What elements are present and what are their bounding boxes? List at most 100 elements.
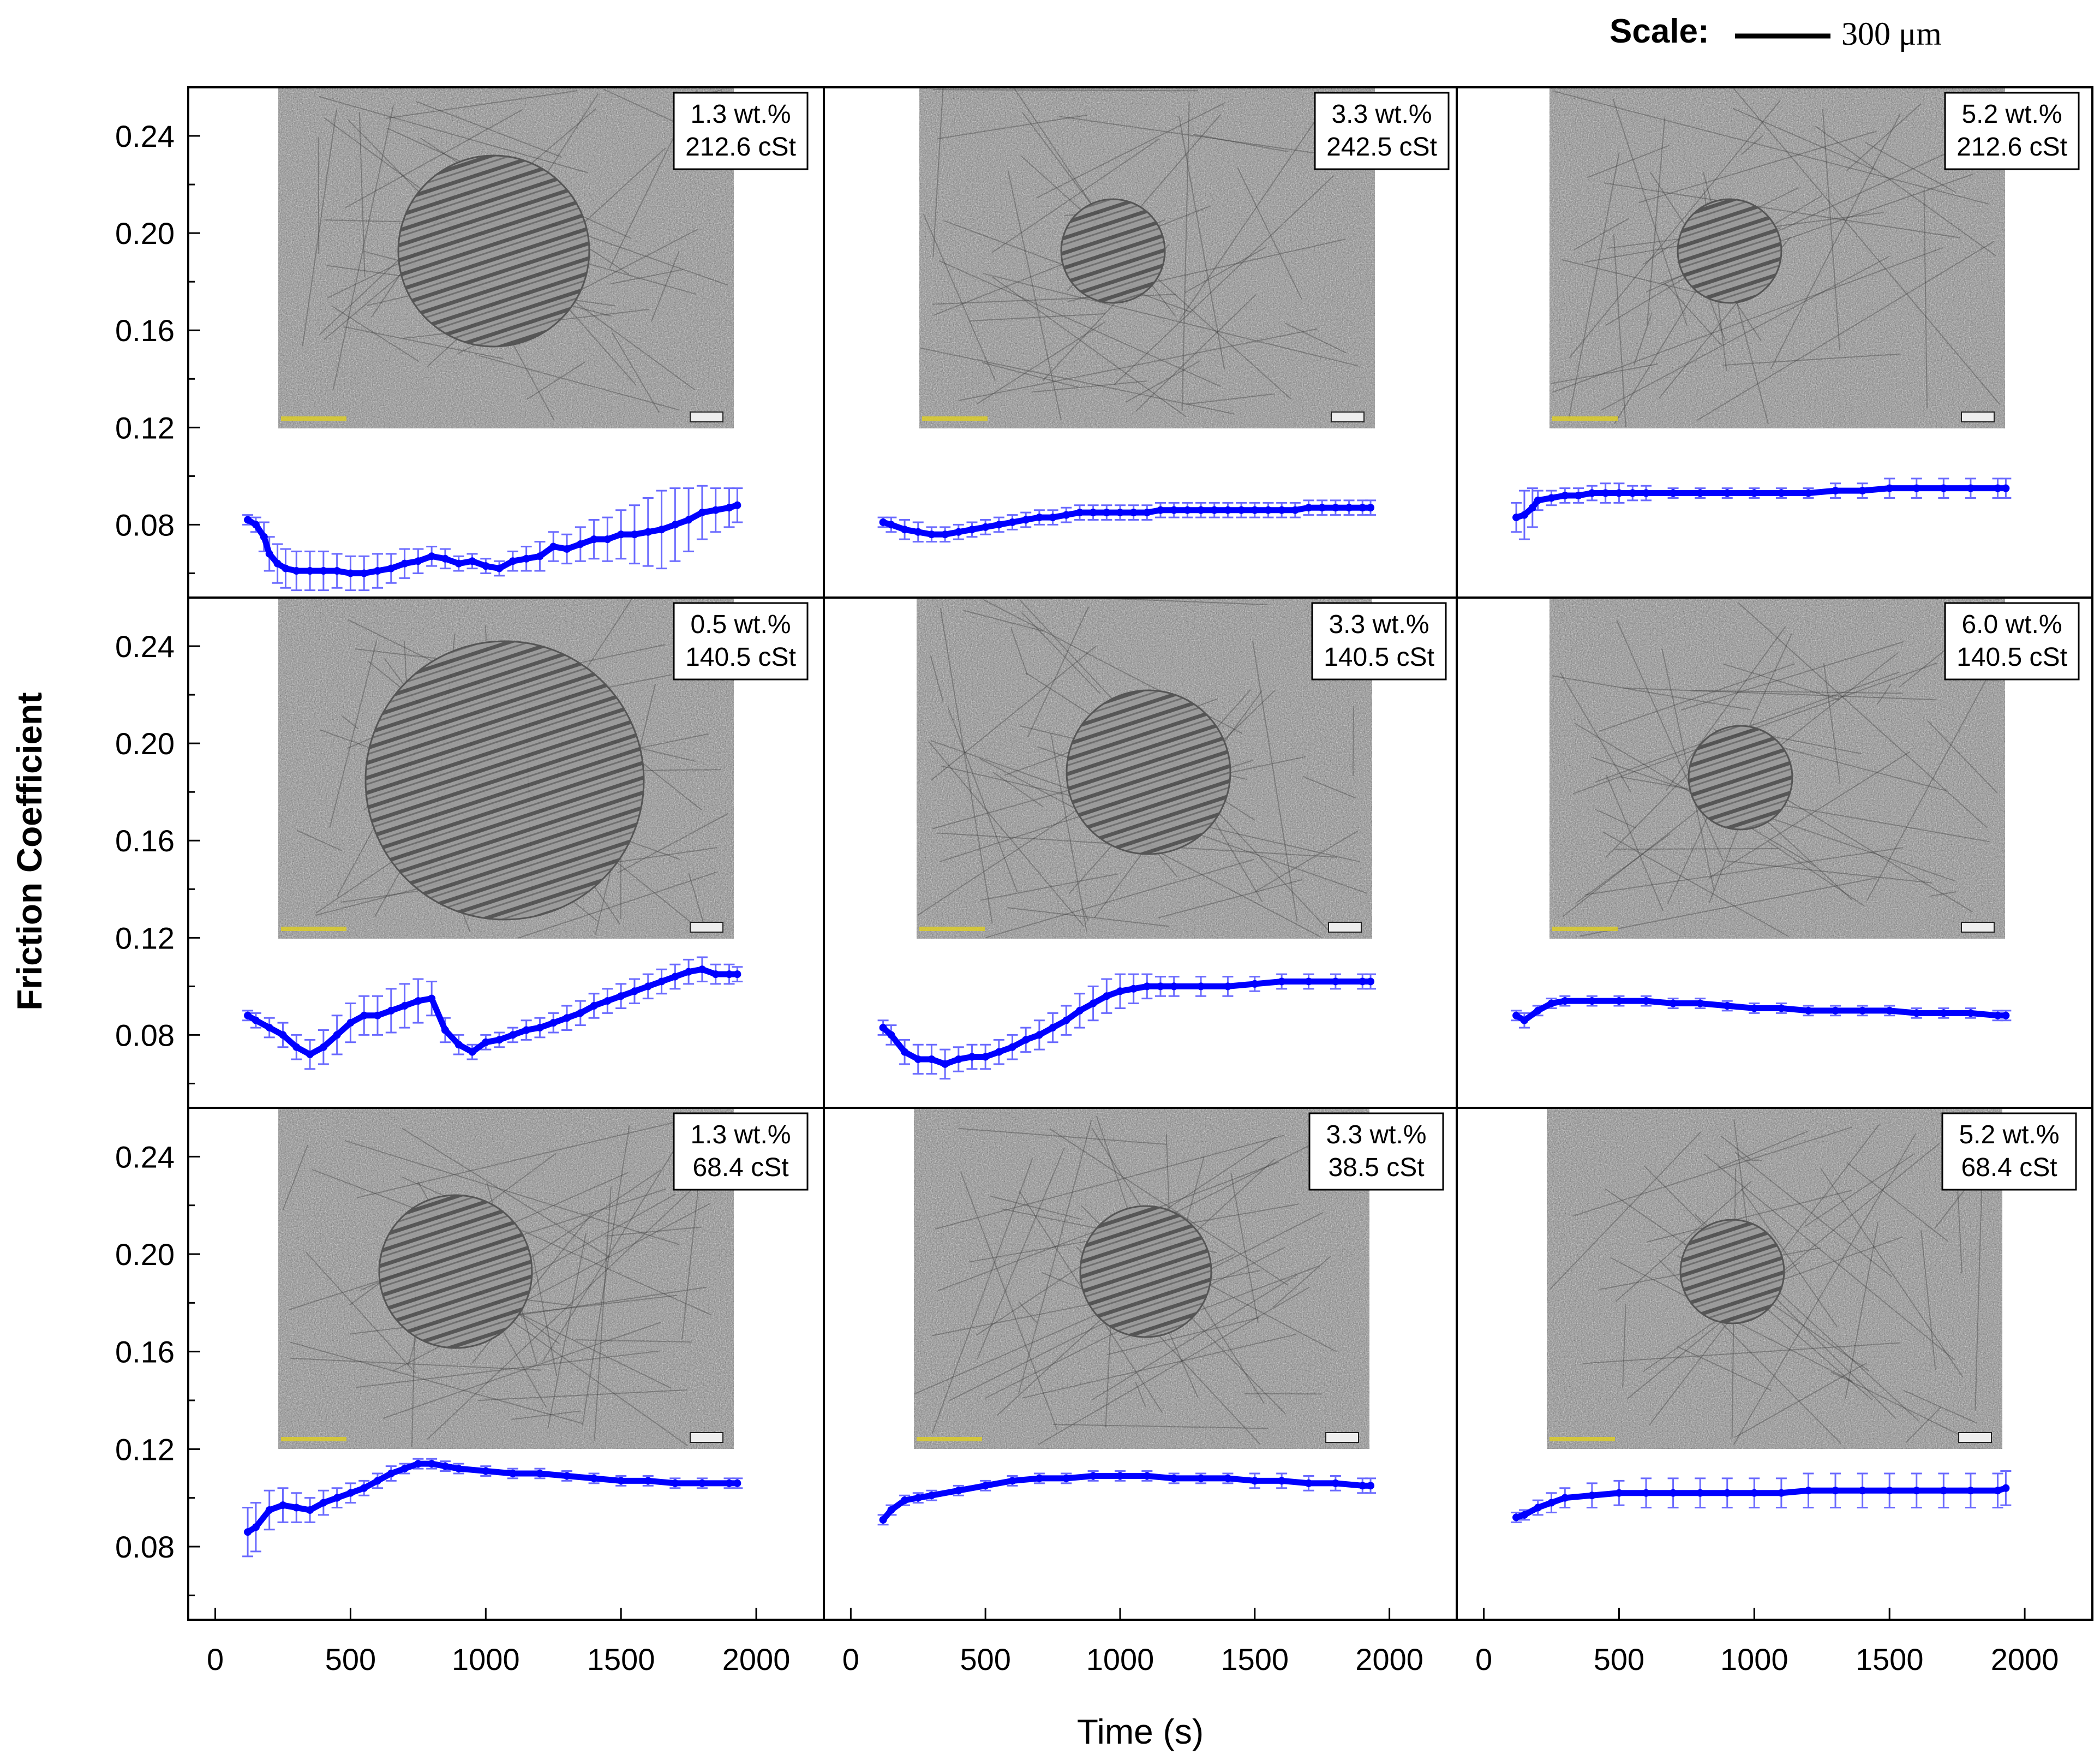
data-point bbox=[522, 1026, 530, 1034]
data-point bbox=[1075, 509, 1084, 517]
data-point bbox=[346, 569, 355, 577]
data-point bbox=[1886, 1006, 1894, 1015]
data-point bbox=[1994, 1011, 2002, 1019]
wear-scar-micrograph bbox=[278, 87, 734, 428]
data-point bbox=[400, 559, 409, 568]
data-point bbox=[968, 1053, 976, 1061]
data-point bbox=[954, 528, 962, 536]
data-point bbox=[1912, 1009, 1920, 1017]
data-point bbox=[590, 1002, 598, 1010]
data-point bbox=[1089, 999, 1097, 1007]
data-point bbox=[1940, 484, 1948, 492]
data-point bbox=[319, 567, 327, 575]
wear-scar-micrograph bbox=[1549, 598, 2005, 939]
y-tick-label: 0.24 bbox=[115, 1139, 175, 1174]
data-point bbox=[1062, 511, 1070, 519]
data-point bbox=[536, 1470, 544, 1477]
data-point bbox=[617, 530, 625, 539]
data-point bbox=[428, 994, 436, 1003]
data-point bbox=[360, 569, 368, 577]
data-point bbox=[1520, 1511, 1528, 1519]
data-point bbox=[1291, 506, 1299, 514]
data-point bbox=[725, 504, 733, 512]
data-point bbox=[733, 970, 741, 979]
y-tick-label: 0.16 bbox=[115, 824, 175, 858]
sample-concentration: 5.2 wt.% bbox=[1959, 1120, 2059, 1149]
data-point bbox=[630, 987, 638, 995]
data-point bbox=[441, 1026, 449, 1034]
y-tick-label: 0.20 bbox=[115, 1237, 175, 1272]
data-point bbox=[1035, 514, 1043, 522]
panel-3-3: 5.2 wt.% 68.4 cSt bbox=[1456, 1107, 2093, 1621]
wear-scar-micrograph bbox=[278, 1108, 734, 1449]
data-point bbox=[1305, 977, 1313, 986]
data-point bbox=[617, 1477, 625, 1485]
data-point bbox=[333, 567, 341, 575]
data-point bbox=[1278, 506, 1286, 514]
data-point bbox=[374, 567, 382, 575]
data-point bbox=[1143, 509, 1151, 517]
data-point bbox=[1547, 1499, 1555, 1507]
data-point bbox=[879, 518, 887, 526]
data-point bbox=[954, 1055, 962, 1063]
data-point bbox=[1103, 992, 1111, 1000]
y-tick-label: 0.08 bbox=[115, 508, 175, 542]
wear-scar bbox=[366, 641, 644, 920]
data-points bbox=[244, 501, 741, 577]
data-point bbox=[508, 1031, 517, 1039]
data-point bbox=[441, 1462, 449, 1470]
data-point bbox=[901, 526, 909, 534]
data-point bbox=[1561, 1494, 1569, 1502]
data-point bbox=[387, 564, 395, 572]
data-point bbox=[1129, 985, 1138, 993]
sample-concentration: 3.3 wt.% bbox=[1331, 100, 1432, 129]
data-point bbox=[374, 1477, 382, 1485]
panel-frame bbox=[1456, 1107, 2093, 1621]
data-point bbox=[265, 1024, 273, 1032]
data-point bbox=[292, 567, 301, 575]
data-point bbox=[319, 1499, 327, 1507]
wear-scar-micrograph bbox=[913, 1108, 1369, 1449]
data-point bbox=[644, 1477, 652, 1485]
data-point bbox=[590, 535, 598, 544]
y-tick-label: 0.16 bbox=[115, 313, 175, 348]
data-point bbox=[887, 521, 895, 529]
y-tick-label: 0.12 bbox=[115, 1432, 175, 1466]
x-tick-label: 2000 bbox=[722, 1642, 791, 1677]
data-point bbox=[1197, 1474, 1205, 1482]
panel-3-1: 1.3 wt.% 68.4 cSt bbox=[187, 1107, 825, 1621]
data-point bbox=[941, 530, 949, 539]
data-point bbox=[374, 1011, 382, 1019]
data-point bbox=[576, 1009, 584, 1017]
friction-series-line bbox=[1513, 1485, 2009, 1520]
data-point bbox=[1278, 977, 1286, 986]
data-point bbox=[1157, 506, 1165, 514]
data-point bbox=[1197, 506, 1205, 514]
error-bars bbox=[242, 485, 743, 592]
data-point bbox=[1331, 504, 1339, 512]
data-point bbox=[1359, 1482, 1367, 1490]
wear-scar-micrograph bbox=[917, 598, 1372, 939]
data-point bbox=[360, 1011, 368, 1019]
x-tick-label: 2000 bbox=[1991, 1642, 2059, 1677]
sample-label-box bbox=[1941, 1112, 2077, 1191]
data-point bbox=[1512, 1513, 1521, 1522]
data-point bbox=[1305, 1479, 1313, 1487]
sample-concentration: 5.2 wt.% bbox=[1961, 100, 2062, 129]
sample-viscosity: 140.5 cSt bbox=[1957, 643, 2067, 672]
data-point bbox=[711, 506, 720, 514]
error-bars bbox=[877, 973, 1377, 1080]
data-point bbox=[914, 1055, 922, 1063]
data-point bbox=[879, 1024, 887, 1032]
data-point bbox=[928, 1491, 936, 1500]
data-point bbox=[360, 1484, 368, 1492]
data-point bbox=[1966, 1009, 1975, 1017]
y-tick-label: 0.08 bbox=[115, 1530, 175, 1564]
data-point bbox=[671, 973, 679, 981]
data-point bbox=[1561, 492, 1569, 499]
data-point bbox=[914, 1494, 922, 1502]
data-points bbox=[1512, 1484, 2010, 1522]
data-point bbox=[1528, 504, 1536, 512]
data-point bbox=[508, 557, 517, 565]
data-point bbox=[1224, 1474, 1232, 1482]
